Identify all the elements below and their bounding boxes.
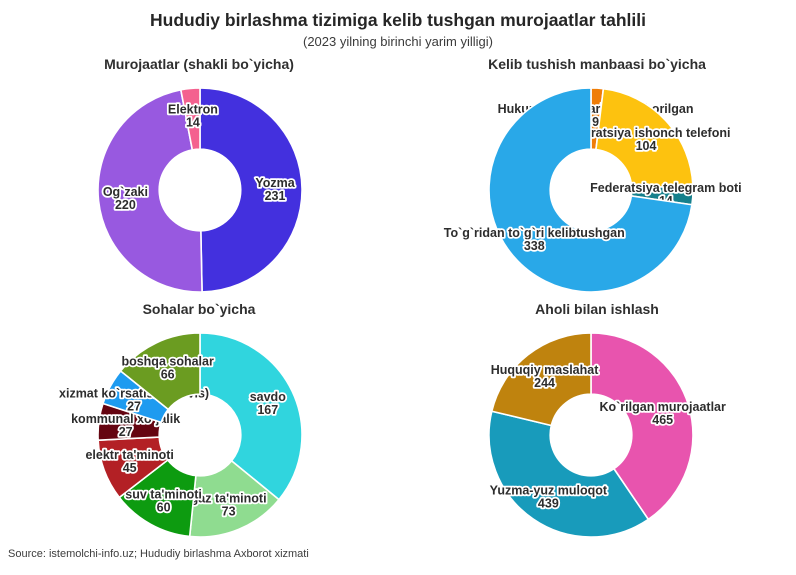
pie-slice-federatsiya-ishonch-telefoni[interactable] <box>595 87 694 190</box>
chart-sohalar: Sohalar bo`yicha savdo 167 gaz ta'minoti 73… <box>0 301 398 555</box>
slice-label: suv ta'minoti 60 <box>125 488 202 515</box>
pie-slice-boshqa-sohalar[interactable] <box>119 332 201 411</box>
slice-label: savdo 167 <box>250 390 286 417</box>
chart-title: Sohalar bo`yicha <box>142 301 256 317</box>
pie-slice-og-zaki[interactable] <box>97 89 203 293</box>
pie-slice-to-g-ridan-to-g-ri-kelibtushgan[interactable] <box>488 87 693 293</box>
donut-chart-aholi-bilan-ishlash: Ko`rilgan murojaatlar 465 Yuzma-yuz muloqo… <box>488 332 728 538</box>
chart-aholi-bilan-ishlash: Aholi bilan ishlash Ko`rilgan murojaatla… <box>398 301 796 555</box>
pie-slice-elektron[interactable] <box>180 87 201 151</box>
donut-chart-kelib-tushish-manbaasi: Hukumat idoralaridan yuborilgan 9Federats… <box>442 87 743 293</box>
source-attribution: Source: istemolchi-info.uz; Hududiy birl… <box>8 548 309 560</box>
slice-label: boshqa sohalar 66 <box>121 354 214 381</box>
donut-chart-murojaatlar-shakli: Yozma 231 Og`zaki 220 Elektron 14 <box>97 87 303 293</box>
pie-slice-huquqiy-maslahat[interactable] <box>491 332 592 427</box>
pie-slice-yozma[interactable] <box>199 87 303 293</box>
slice-label: Yuzma-yuz muloqot 439 <box>490 484 608 511</box>
pie-slice-ko-rilgan-murojaatlar[interactable] <box>590 332 694 521</box>
slice-label: Ko`rilgan murojaatlar 465 <box>599 400 726 427</box>
pie-slice-savdo[interactable] <box>199 332 303 501</box>
slice-label: Federatsiya telegram boti14 <box>590 181 741 208</box>
chart-murojaatlar-shakli: Murojaatlar (shakli bo`yicha) Yozma 231 Og… <box>0 56 398 300</box>
slice-label: To`g`ridan to`g`ri kelibtushgan 338 <box>444 226 625 253</box>
pie-slice-yuzma-yuz-muloqot[interactable] <box>488 410 650 538</box>
slice-label: Yozma 231 <box>255 176 295 203</box>
slice-label: Huquqiy maslahat 244 <box>491 363 599 390</box>
slice-label: Og`zaki 220 <box>103 185 148 212</box>
chart-kelib-tushish-manbaasi: Kelib tushish manbaasi bo`yicha Hukumat … <box>398 56 796 300</box>
page-subtitle: (2023 yilning birinchi yarim yilligi) <box>302 34 493 49</box>
page-title: Hududiy birlashma tizimiga kelib tushgan… <box>150 10 646 30</box>
slice-label: elektr ta'minoti 45 <box>85 448 173 475</box>
slice-label: gaz ta'minoti 73 <box>191 491 267 518</box>
slice-label: Elektron 14 <box>168 102 218 129</box>
chart-title: Murojaatlar (shakli bo`yicha) <box>104 56 294 72</box>
slice-label: Federatsiya ishonch telefoni 104 <box>562 126 731 153</box>
chart-title: Kelib tushish manbaasi bo`yicha <box>488 56 706 72</box>
chart-title: Aholi bilan ishlash <box>535 301 659 317</box>
